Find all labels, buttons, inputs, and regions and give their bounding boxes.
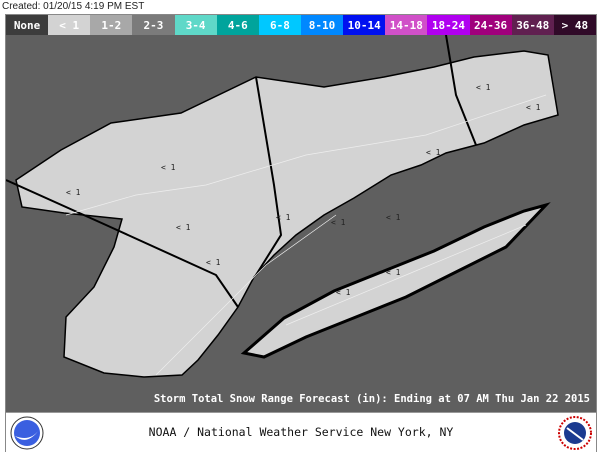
snow-forecast-map-panel: None < 1 1-2 2-3 3-4 4-6 6-8 8-10 10-14 14-18 18-2… (5, 14, 597, 453)
area-label: < 1 (331, 218, 346, 227)
legend-item: 3-4 (174, 15, 217, 35)
legend-item: 4-6 (216, 15, 259, 35)
created-timestamp: Created: 01/20/15 4:19 PM EST (2, 1, 145, 12)
legend-item: 14-18 (385, 15, 428, 35)
legend-item: 24-36 (469, 15, 512, 35)
legend-item: 6-8 (258, 15, 301, 35)
area-label: < 1 (66, 188, 81, 197)
roads (65, 94, 547, 376)
area-label: < 1 (276, 213, 291, 222)
legend-item: 36-48 (511, 15, 554, 35)
state-borders (6, 35, 477, 308)
area-labels: < 1 < 1 < 1 < 1 < 1 < 1 < 1 < 1 < 1 < 1 < 1 < 1 (66, 83, 541, 297)
legend-item: 2-3 (132, 15, 175, 35)
area-label: < 1 (386, 268, 401, 277)
area-label: < 1 (161, 163, 176, 172)
snowfall-legend: None < 1 1-2 2-3 3-4 4-6 6-8 8-10 10-14 14-18 18-2… (6, 15, 596, 35)
area-label: < 1 (386, 213, 401, 222)
forecast-area-mainland (15, 50, 559, 378)
legend-item: 18-24 (427, 15, 470, 35)
area-label: < 1 (206, 258, 221, 267)
footer-title: NOAA / National Weather Service New York… (148, 425, 454, 439)
legend-item: 10-14 (343, 15, 386, 35)
legend-item: < 1 (48, 15, 91, 35)
area-label: < 1 (176, 223, 191, 232)
nws-logo (558, 416, 592, 450)
legend-item: 8-10 (300, 15, 344, 35)
forecast-area-long-island (240, 202, 551, 359)
area-label: < 1 (526, 103, 541, 112)
legend-item: None (6, 15, 49, 35)
noaa-logo (10, 416, 44, 450)
area-label: < 1 (426, 148, 441, 157)
footer: NOAA / National Weather Service New York… (6, 412, 596, 453)
map-caption: Storm Total Snow Range Forecast (in): En… (153, 393, 590, 405)
area-label: < 1 (476, 83, 491, 92)
forecast-map: < 1 < 1 < 1 < 1 < 1 < 1 < 1 < 1 < 1 < 1 < 1 < 1 (6, 35, 596, 412)
legend-item: > 48 (553, 15, 596, 35)
area-label: < 1 (336, 288, 351, 297)
legend-item: 1-2 (90, 15, 133, 35)
